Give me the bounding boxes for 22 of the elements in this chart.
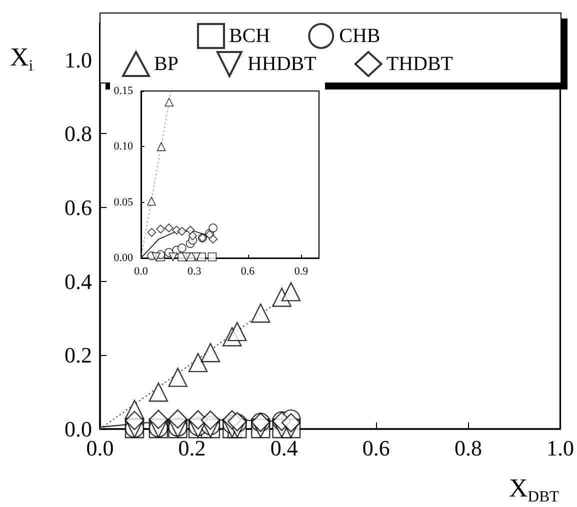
y-tick-label: 0.2 bbox=[64, 342, 92, 368]
x-tick-label: 0.9 bbox=[294, 266, 309, 278]
x-tick-label: 0.2 bbox=[178, 436, 206, 460]
legend-label: BCH bbox=[229, 25, 270, 47]
y-tick-label: 0.6 bbox=[64, 195, 92, 220]
legend-label: BP bbox=[154, 53, 178, 75]
x-tick-label: 1.0 bbox=[546, 436, 574, 460]
x-tick-label: 0.6 bbox=[362, 436, 390, 460]
x-tick-label: 0.3 bbox=[188, 266, 202, 278]
legend-label: CHB bbox=[339, 25, 380, 47]
legend-label: HHDBT bbox=[247, 53, 316, 75]
legend-label: THDBT bbox=[386, 53, 454, 75]
y-tick-label: 0.05 bbox=[114, 196, 134, 208]
y-tick-label: 0.10 bbox=[114, 140, 134, 153]
x-tick-label: 0.8 bbox=[454, 436, 482, 460]
x-tick-label: 0.4 bbox=[270, 436, 298, 460]
y-tick-label: 0.8 bbox=[64, 121, 92, 146]
y-tick-label: 0.00 bbox=[114, 252, 134, 264]
x-tick-label: 0.0 bbox=[134, 266, 148, 278]
y-tick-label: 1.0 bbox=[64, 47, 92, 72]
x-tick-label: 0.6 bbox=[240, 266, 256, 278]
y-tick-label: 0.15 bbox=[114, 85, 134, 97]
